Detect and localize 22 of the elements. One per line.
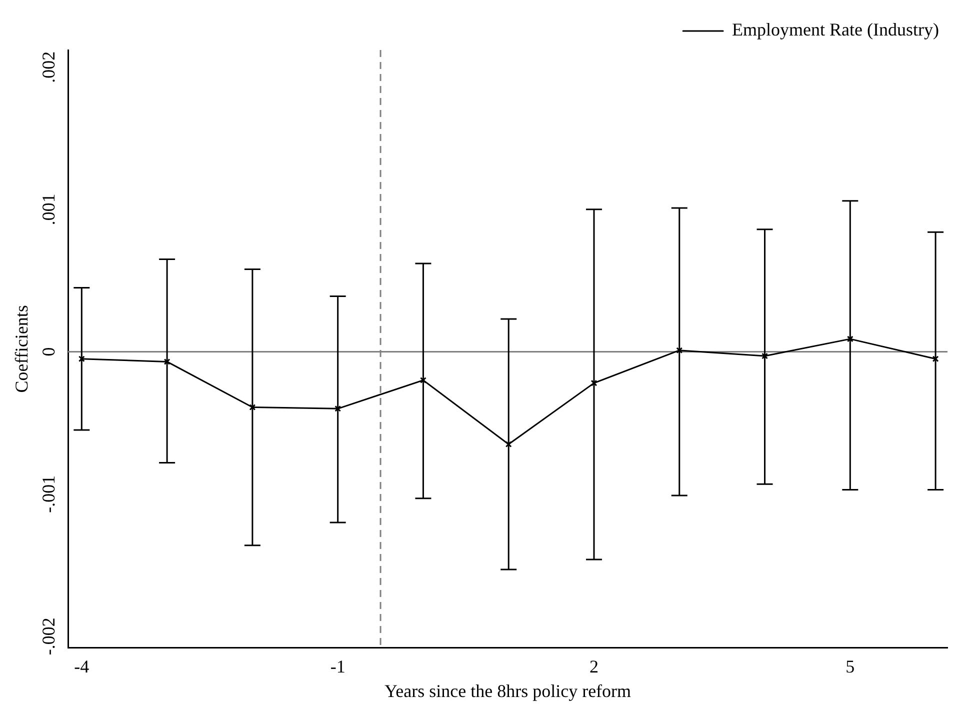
x-tick-label: -4 bbox=[74, 656, 90, 676]
point bbox=[762, 352, 768, 360]
point bbox=[932, 356, 939, 362]
legend-label: Employment Rate (Industry) bbox=[732, 20, 940, 40]
point bbox=[846, 336, 854, 342]
point bbox=[420, 376, 426, 384]
x-tick-label: 2 bbox=[589, 656, 598, 676]
y-tick-label: 0 bbox=[38, 347, 59, 356]
y-axis-title: Coefficients bbox=[12, 305, 32, 393]
point bbox=[249, 404, 256, 410]
x-axis-title: Years since the 8hrs policy reform bbox=[384, 680, 632, 701]
point bbox=[164, 358, 170, 365]
point bbox=[334, 405, 342, 412]
y-tick-label: -.002 bbox=[38, 618, 59, 656]
point bbox=[590, 380, 598, 386]
point bbox=[505, 441, 512, 448]
y-tick-label: .002 bbox=[38, 51, 59, 83]
x-tick-label: -1 bbox=[330, 656, 346, 676]
y-tick-label: .001 bbox=[38, 194, 59, 226]
y-tick-label: -.001 bbox=[38, 475, 59, 513]
point bbox=[676, 347, 683, 354]
x-tick-label: 5 bbox=[846, 656, 855, 676]
